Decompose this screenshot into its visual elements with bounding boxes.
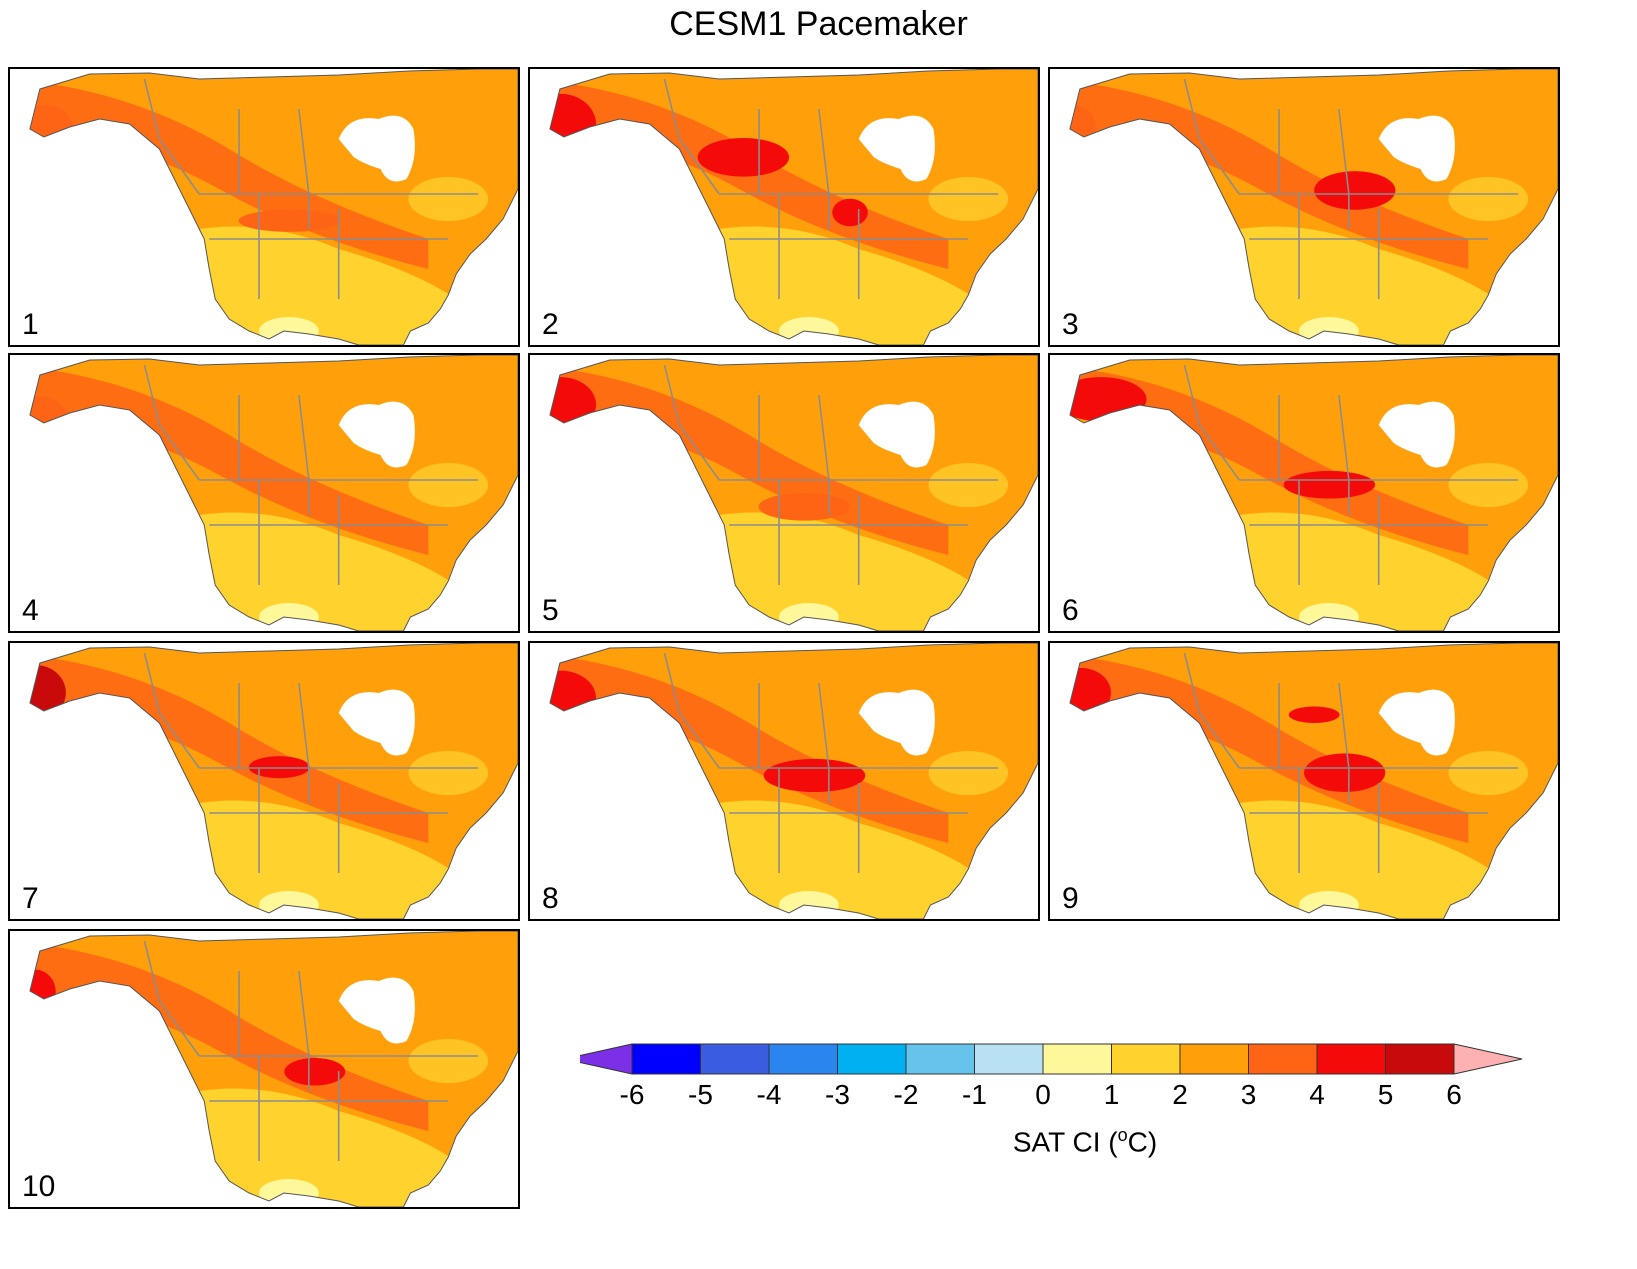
map-5 [530, 355, 1038, 631]
colorbar-segment [974, 1043, 1044, 1075]
panel-number-label: 2 [542, 308, 559, 341]
colorbar-tick-label: -3 [825, 1079, 850, 1110]
colorbar-tick-label: -5 [688, 1079, 713, 1110]
map-6 [1050, 355, 1558, 631]
map-1 [10, 69, 518, 345]
colorbar-bar [580, 1043, 1523, 1075]
map-panel-6: 6 [1048, 353, 1560, 633]
map-panel-7: 7 [8, 641, 520, 921]
map-9 [1050, 643, 1558, 919]
colorbar-low-extend [580, 1043, 633, 1075]
panel-number-label: 8 [542, 882, 559, 915]
colorbar-tick-label: -4 [756, 1079, 782, 1110]
map-3 [1050, 69, 1558, 345]
map-panel-8: 8 [528, 641, 1040, 921]
colorbar-tick-label: -2 [893, 1079, 919, 1110]
colorbar-segment [1111, 1043, 1181, 1075]
map-4 [10, 355, 518, 631]
colorbar-tick-label: 5 [1377, 1079, 1394, 1110]
colorbar-tick-label: -1 [962, 1079, 987, 1110]
map-panel-5: 5 [528, 353, 1040, 633]
colorbar-segment [631, 1043, 701, 1075]
colorbar-segment [1179, 1043, 1249, 1075]
colorbar-tick-label: -6 [619, 1079, 645, 1110]
panel-number-label: 3 [1062, 308, 1079, 341]
panel-number-label: 5 [542, 594, 559, 627]
panel-number-label: 9 [1062, 882, 1079, 915]
map-panel-3: 3 [1048, 67, 1560, 347]
panel-number-label: 6 [1062, 594, 1079, 627]
map-7 [10, 643, 518, 919]
figure-title: CESM1 Pacemaker [669, 5, 968, 43]
map-8 [530, 643, 1038, 919]
colorbar-title-text: SAT CI ( [1012, 1126, 1118, 1158]
colorbar-tick-label: 0 [1035, 1079, 1051, 1110]
map-panel-2: 2 [528, 67, 1040, 347]
panel-number-label: 10 [22, 1170, 56, 1203]
colorbar-segment [1248, 1043, 1318, 1075]
map-panel-1: 1 [8, 67, 520, 347]
colorbar-segment [1316, 1043, 1386, 1075]
colorbar-tick-label: 1 [1103, 1079, 1120, 1110]
colorbar-segment [905, 1043, 975, 1075]
colorbar-title: SAT CI (oC) [580, 1118, 1590, 1159]
colorbar-title-unit: C) [1127, 1126, 1158, 1158]
colorbar-segment [837, 1043, 907, 1075]
panel-number-label: 7 [22, 882, 39, 915]
colorbar-tick-label: 6 [1446, 1079, 1462, 1110]
map-panel-10: 10 [8, 929, 520, 1209]
colorbar-segment [1042, 1043, 1112, 1075]
colorbar-title-degree: o [1117, 1125, 1128, 1145]
panel-number-label: 1 [22, 308, 39, 341]
colorbar-segment [768, 1043, 838, 1075]
colorbar: -6 -5 -4 -3 -2 -1 0 1 2 3 4 5 6 SAT CI (oC) [580, 1040, 1590, 1180]
map-2 [530, 69, 1038, 345]
colorbar-tick-label: 2 [1172, 1079, 1188, 1110]
map-10 [10, 931, 518, 1207]
colorbar-high-extend [1453, 1043, 1523, 1075]
map-panel-9: 9 [1048, 641, 1560, 921]
map-panel-4: 4 [8, 353, 520, 633]
colorbar-segment [1385, 1043, 1455, 1075]
colorbar-tick-label: 3 [1240, 1079, 1257, 1110]
colorbar-segment [700, 1043, 770, 1075]
colorbar-tick-label: 4 [1309, 1079, 1325, 1110]
panel-number-label: 4 [22, 594, 39, 627]
